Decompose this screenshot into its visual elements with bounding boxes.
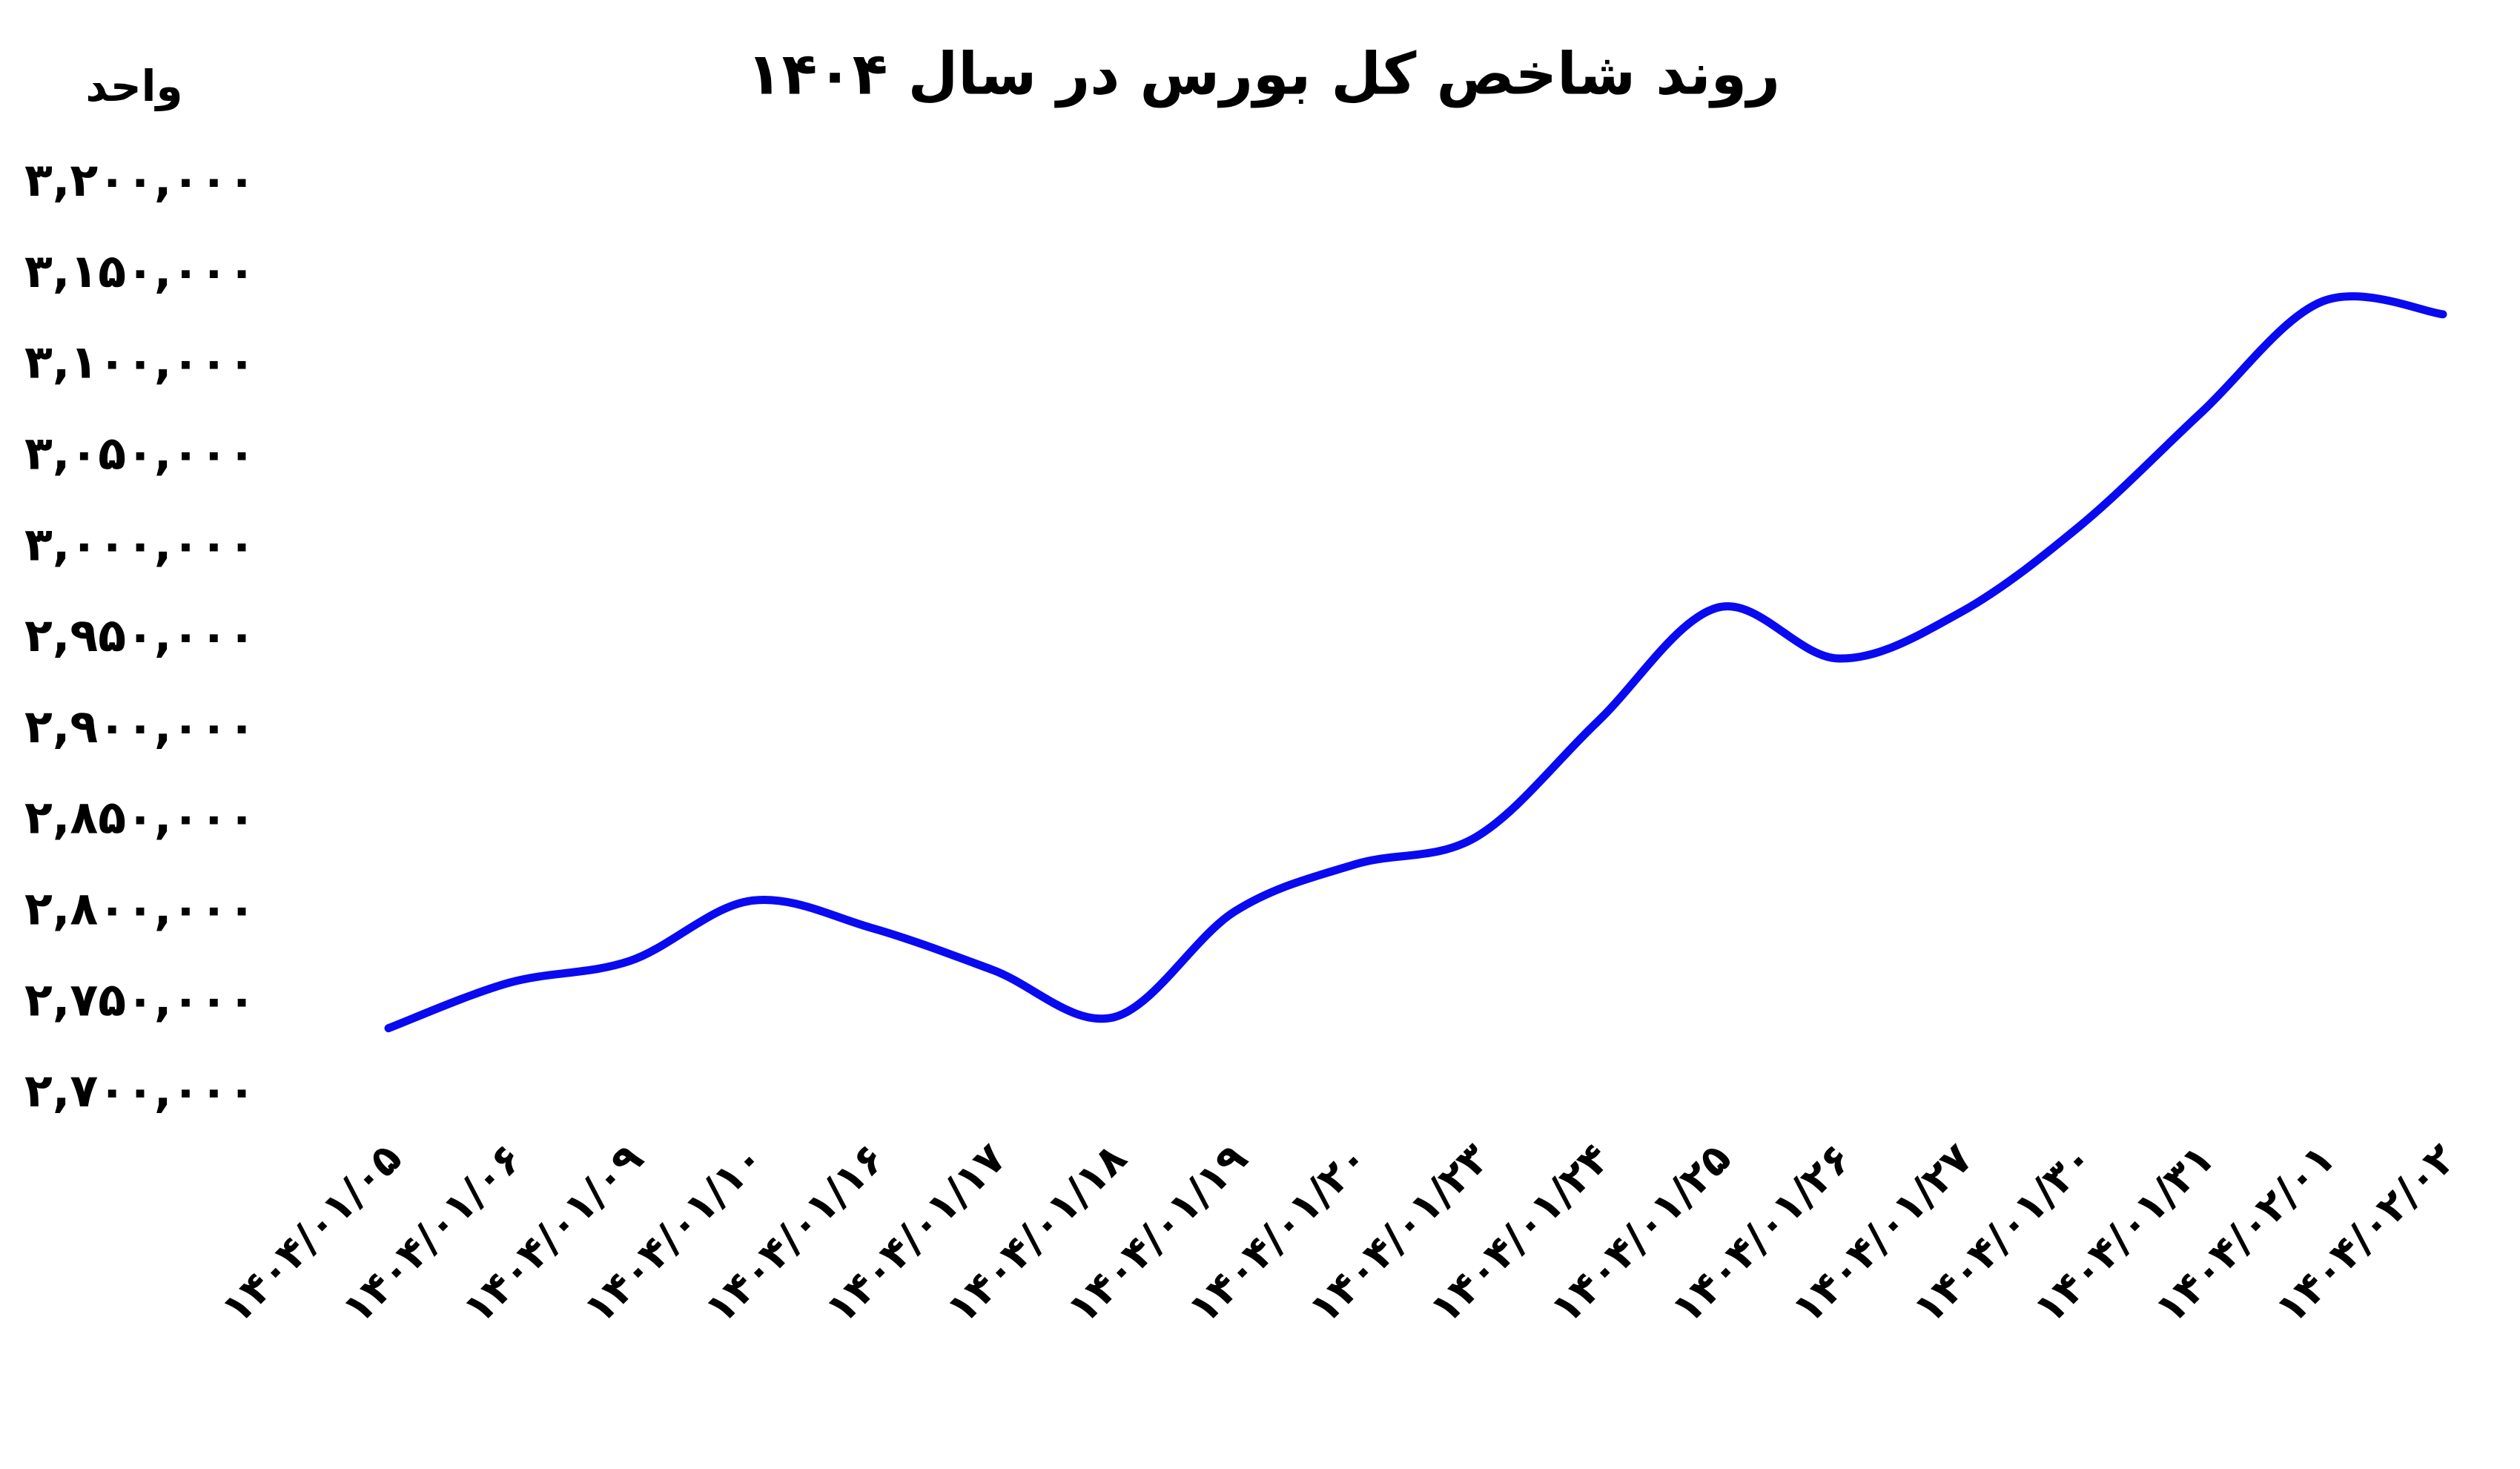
y-tick-label: ۳,۲۰۰,۰۰۰ xyxy=(24,153,256,207)
y-tick-label: ۳,۰۵۰,۰۰۰ xyxy=(24,426,256,480)
y-tick-label: ۳,۰۰۰,۰۰۰ xyxy=(24,517,256,571)
y-tick-label: ۲,۷۰۰,۰۰۰ xyxy=(24,1063,256,1118)
line xyxy=(384,292,2447,1033)
y-tick-label: ۳,۱۵۰,۰۰۰ xyxy=(24,244,256,298)
y-tick-label: ۲,۸۵۰,۰۰۰ xyxy=(24,790,256,845)
chart-title: روند شاخص کل بورس در سال ۱۴۰۴ xyxy=(747,41,1780,108)
y-tick-label: ۲,۹۵۰,۰۰۰ xyxy=(24,608,256,662)
y-tick-label: ۲,۹۰۰,۰۰۰ xyxy=(24,699,256,753)
y-tick-label: ۲,۸۰۰,۰۰۰ xyxy=(24,881,256,935)
y-tick-label: ۳,۱۰۰,۰۰۰ xyxy=(24,335,256,389)
y-axis-label: واحد xyxy=(85,61,182,112)
y-tick-label: ۲,۷۵۰,۰۰۰ xyxy=(24,972,256,1026)
